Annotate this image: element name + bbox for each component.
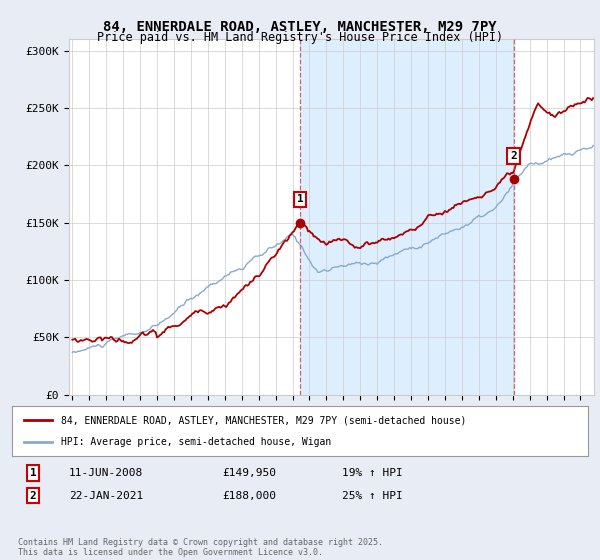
Text: 2: 2 [510, 151, 517, 161]
Text: 84, ENNERDALE ROAD, ASTLEY, MANCHESTER, M29 7PY: 84, ENNERDALE ROAD, ASTLEY, MANCHESTER, … [103, 20, 497, 34]
Text: £188,000: £188,000 [222, 491, 276, 501]
Text: 2: 2 [29, 491, 37, 501]
Text: HPI: Average price, semi-detached house, Wigan: HPI: Average price, semi-detached house,… [61, 437, 331, 447]
Text: 1: 1 [296, 194, 304, 204]
Text: Price paid vs. HM Land Registry's House Price Index (HPI): Price paid vs. HM Land Registry's House … [97, 31, 503, 44]
Text: 25% ↑ HPI: 25% ↑ HPI [342, 491, 403, 501]
Text: 84, ENNERDALE ROAD, ASTLEY, MANCHESTER, M29 7PY (semi-detached house): 84, ENNERDALE ROAD, ASTLEY, MANCHESTER, … [61, 415, 466, 425]
Text: £149,950: £149,950 [222, 468, 276, 478]
Text: Contains HM Land Registry data © Crown copyright and database right 2025.
This d: Contains HM Land Registry data © Crown c… [18, 538, 383, 557]
Bar [300, 39, 514, 395]
Text: 19% ↑ HPI: 19% ↑ HPI [342, 468, 403, 478]
Text: 1: 1 [29, 468, 37, 478]
Text: 11-JUN-2008: 11-JUN-2008 [69, 468, 143, 478]
Text: 22-JAN-2021: 22-JAN-2021 [69, 491, 143, 501]
